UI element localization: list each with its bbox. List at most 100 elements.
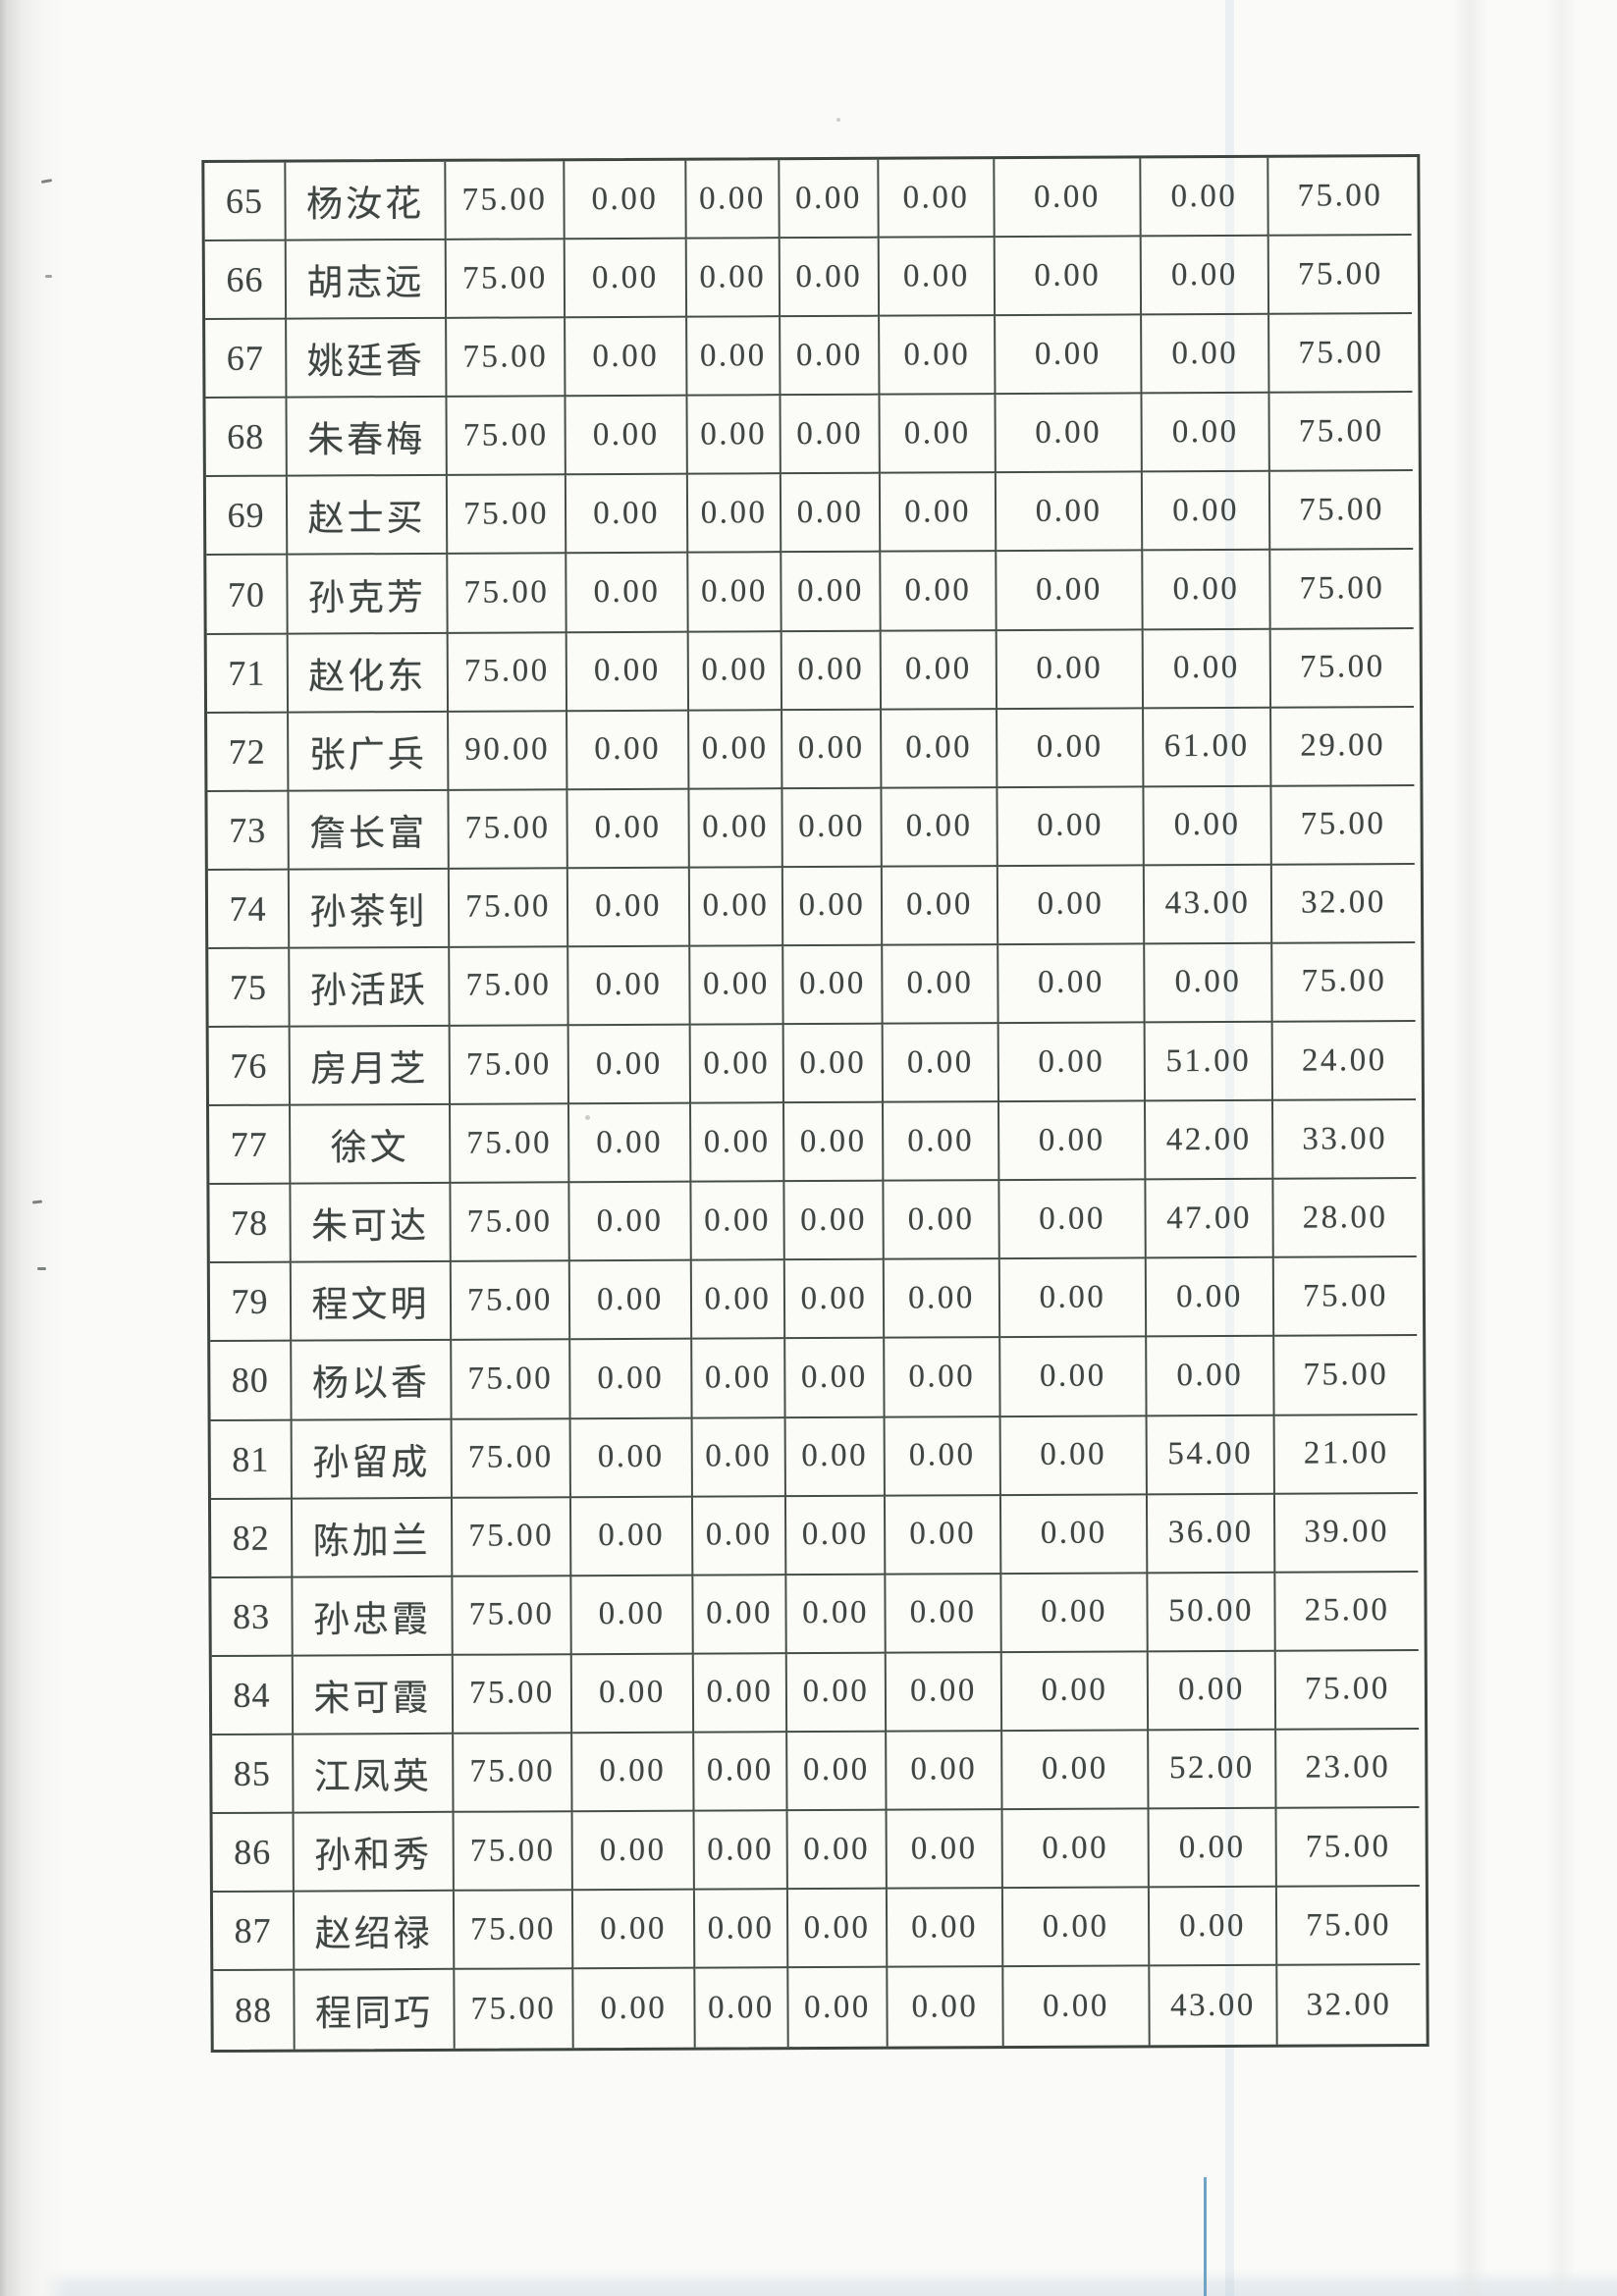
value-cell: 25.00 bbox=[1275, 1572, 1419, 1652]
value-cell: 51.00 bbox=[1145, 1022, 1273, 1102]
value-cell: 0.00 bbox=[886, 1574, 1002, 1654]
value-cell: 75.00 bbox=[1270, 628, 1415, 709]
table-row: 83 孙忠霞 75.00 0.00 0.00 0.00 0.00 0.00 50.00 25.00 bbox=[211, 1572, 1424, 1657]
value-cell: 0.00 bbox=[788, 1967, 889, 2048]
value-cell: 0.00 bbox=[567, 711, 690, 790]
table-row: 66 胡志远 75.00 0.00 0.00 0.00 0.00 0.00 0.00 75.00 bbox=[204, 236, 1418, 321]
fee-table: 65 杨汝花 75.00 0.00 0.00 0.00 0.00 0.00 0.00 75.00 6… bbox=[201, 153, 1429, 2054]
value-cell: 0.00 bbox=[887, 1889, 1004, 1968]
value-cell: 21.00 bbox=[1274, 1415, 1418, 1495]
value-cell: 0.00 bbox=[1143, 551, 1271, 630]
value-cell: 0.00 bbox=[784, 1102, 885, 1183]
value-cell: 0.00 bbox=[997, 551, 1144, 631]
row-number-cell: 66 bbox=[204, 240, 288, 321]
value-cell: 0.00 bbox=[1000, 1415, 1148, 1496]
value-cell: 75.00 bbox=[449, 789, 568, 870]
table-row: 78 朱可达 75.00 0.00 0.00 0.00 0.00 0.00 47.00 28.00 bbox=[209, 1179, 1422, 1264]
value-cell: 0.00 bbox=[691, 1182, 785, 1261]
value-cell: 0.00 bbox=[783, 1024, 884, 1104]
row-number-cell: 76 bbox=[208, 1027, 292, 1107]
value-cell: 0.00 bbox=[693, 1575, 787, 1655]
value-cell: 0.00 bbox=[1142, 314, 1270, 395]
value-cell: 0.00 bbox=[572, 1733, 695, 1813]
table-row: 67 姚廷香 75.00 0.00 0.00 0.00 0.00 0.00 0.00 75.00 bbox=[205, 314, 1418, 400]
name-cell: 孙克芳 bbox=[288, 555, 449, 635]
value-cell: 0.00 bbox=[882, 787, 998, 868]
value-cell: 0.00 bbox=[571, 1654, 695, 1735]
value-cell: 0.00 bbox=[997, 629, 1145, 710]
table-row: 77 徐文 75.00 0.00 0.00 0.00 0.00 0.00 42.00 33.00 bbox=[209, 1100, 1422, 1186]
value-cell: 0.00 bbox=[690, 1025, 785, 1104]
name-cell: 朱春梅 bbox=[287, 398, 448, 477]
margin-dash-artifact bbox=[31, 1200, 43, 1204]
value-cell: 0.00 bbox=[785, 1417, 886, 1497]
value-cell: 75.00 bbox=[454, 1812, 573, 1892]
table-row: 86 孙和秀 75.00 0.00 0.00 0.00 0.00 0.00 0.00 75.00 bbox=[212, 1807, 1426, 1894]
value-cell: 33.00 bbox=[1272, 1100, 1417, 1180]
value-cell: 0.00 bbox=[568, 1025, 692, 1105]
name-cell: 赵士买 bbox=[287, 476, 449, 557]
value-cell: 0.00 bbox=[686, 239, 782, 318]
value-cell: 43.00 bbox=[1144, 865, 1273, 945]
table-row: 79 程文明 75.00 0.00 0.00 0.00 0.00 0.00 0.00 75.00 bbox=[209, 1257, 1423, 1343]
value-cell: 0.00 bbox=[1142, 394, 1270, 473]
row-number-cell: 73 bbox=[207, 791, 290, 871]
margin-dash-artifact bbox=[40, 179, 53, 184]
value-cell: 75.00 bbox=[1273, 1257, 1418, 1338]
value-cell: 0.00 bbox=[879, 159, 996, 239]
value-cell: 0.00 bbox=[570, 1418, 693, 1498]
value-cell: 0.00 bbox=[1002, 1809, 1150, 1890]
table-row: 73 詹长富 75.00 0.00 0.00 0.00 0.00 0.00 0.00 75.00 bbox=[207, 785, 1420, 871]
value-cell: 0.00 bbox=[882, 866, 999, 946]
value-cell: 75.00 bbox=[1274, 1336, 1418, 1416]
scan-speck-artifact bbox=[836, 118, 840, 122]
table-row: 87 赵绍禄 75.00 0.00 0.00 0.00 0.00 0.00 0.00 75.00 bbox=[212, 1887, 1426, 1972]
value-cell: 75.00 bbox=[1275, 1650, 1420, 1731]
table-row: 65 杨汝花 75.00 0.00 0.00 0.00 0.00 0.00 0.00 75.00 bbox=[204, 157, 1417, 242]
value-cell: 32.00 bbox=[1271, 864, 1416, 944]
value-cell: 39.00 bbox=[1274, 1493, 1419, 1574]
value-cell: 0.00 bbox=[886, 1652, 1003, 1733]
value-cell: 0.00 bbox=[1144, 786, 1272, 867]
table-row: 80 杨以香 75.00 0.00 0.00 0.00 0.00 0.00 0.00 75.00 bbox=[210, 1336, 1423, 1421]
value-cell: 0.00 bbox=[785, 1496, 887, 1575]
value-cell: 32.00 bbox=[1306, 1986, 1392, 2023]
value-cell: 0.00 bbox=[689, 868, 784, 947]
value-cell: 0.00 bbox=[692, 1496, 787, 1576]
value-cell: 0.00 bbox=[880, 395, 997, 475]
value-cell: 0.00 bbox=[1000, 1494, 1149, 1575]
value-cell: 75.00 bbox=[446, 161, 566, 240]
value-cell: 47.00 bbox=[1146, 1179, 1274, 1259]
value-cell: 0.00 bbox=[781, 395, 881, 475]
value-cell: 0.00 bbox=[565, 239, 688, 319]
value-cell: 0.00 bbox=[782, 867, 884, 947]
value-cell: 75.00 bbox=[448, 632, 568, 713]
value-cell: 75.00 bbox=[454, 1734, 573, 1813]
name-cell: 赵绍禄 bbox=[294, 1891, 456, 1971]
value-cell: 75.00 bbox=[453, 1654, 573, 1735]
value-cell: 0.00 bbox=[688, 631, 783, 712]
name-cell: 杨以香 bbox=[292, 1341, 453, 1421]
value-cell: 0.00 bbox=[883, 945, 999, 1025]
value-cell: 0.00 bbox=[787, 1810, 888, 1891]
name-cell: 孙留成 bbox=[292, 1419, 453, 1500]
value-cell: 75.00 bbox=[454, 1891, 574, 1970]
value-cell: 28.00 bbox=[1273, 1179, 1417, 1259]
value-cell: 0.00 bbox=[786, 1653, 888, 1734]
value-cell: 0.00 bbox=[1145, 943, 1273, 1024]
value-cell: 0.00 bbox=[882, 709, 998, 789]
value-cell: 0.00 bbox=[689, 710, 783, 790]
value-cell: 0.00 bbox=[995, 158, 1142, 239]
value-cell: 75.00 bbox=[1269, 314, 1413, 395]
value-cell: 0.00 bbox=[1141, 236, 1270, 316]
table-row: 69 赵士买 75.00 0.00 0.00 0.00 0.00 0.00 0.00 75.00 bbox=[205, 471, 1419, 557]
value-cell: 0.00 bbox=[783, 945, 884, 1026]
value-cell: 0.00 bbox=[690, 946, 784, 1026]
value-cell: 0.00 bbox=[782, 788, 883, 869]
row-number-cell: 74 bbox=[207, 870, 291, 949]
name-cell: 张广兵 bbox=[289, 712, 450, 792]
value-cell: 0.00 bbox=[1142, 472, 1271, 552]
name-cell: 程文明 bbox=[291, 1262, 453, 1343]
margin-dash-artifact bbox=[37, 1267, 46, 1270]
value-cell: 75.00 bbox=[450, 1026, 570, 1105]
